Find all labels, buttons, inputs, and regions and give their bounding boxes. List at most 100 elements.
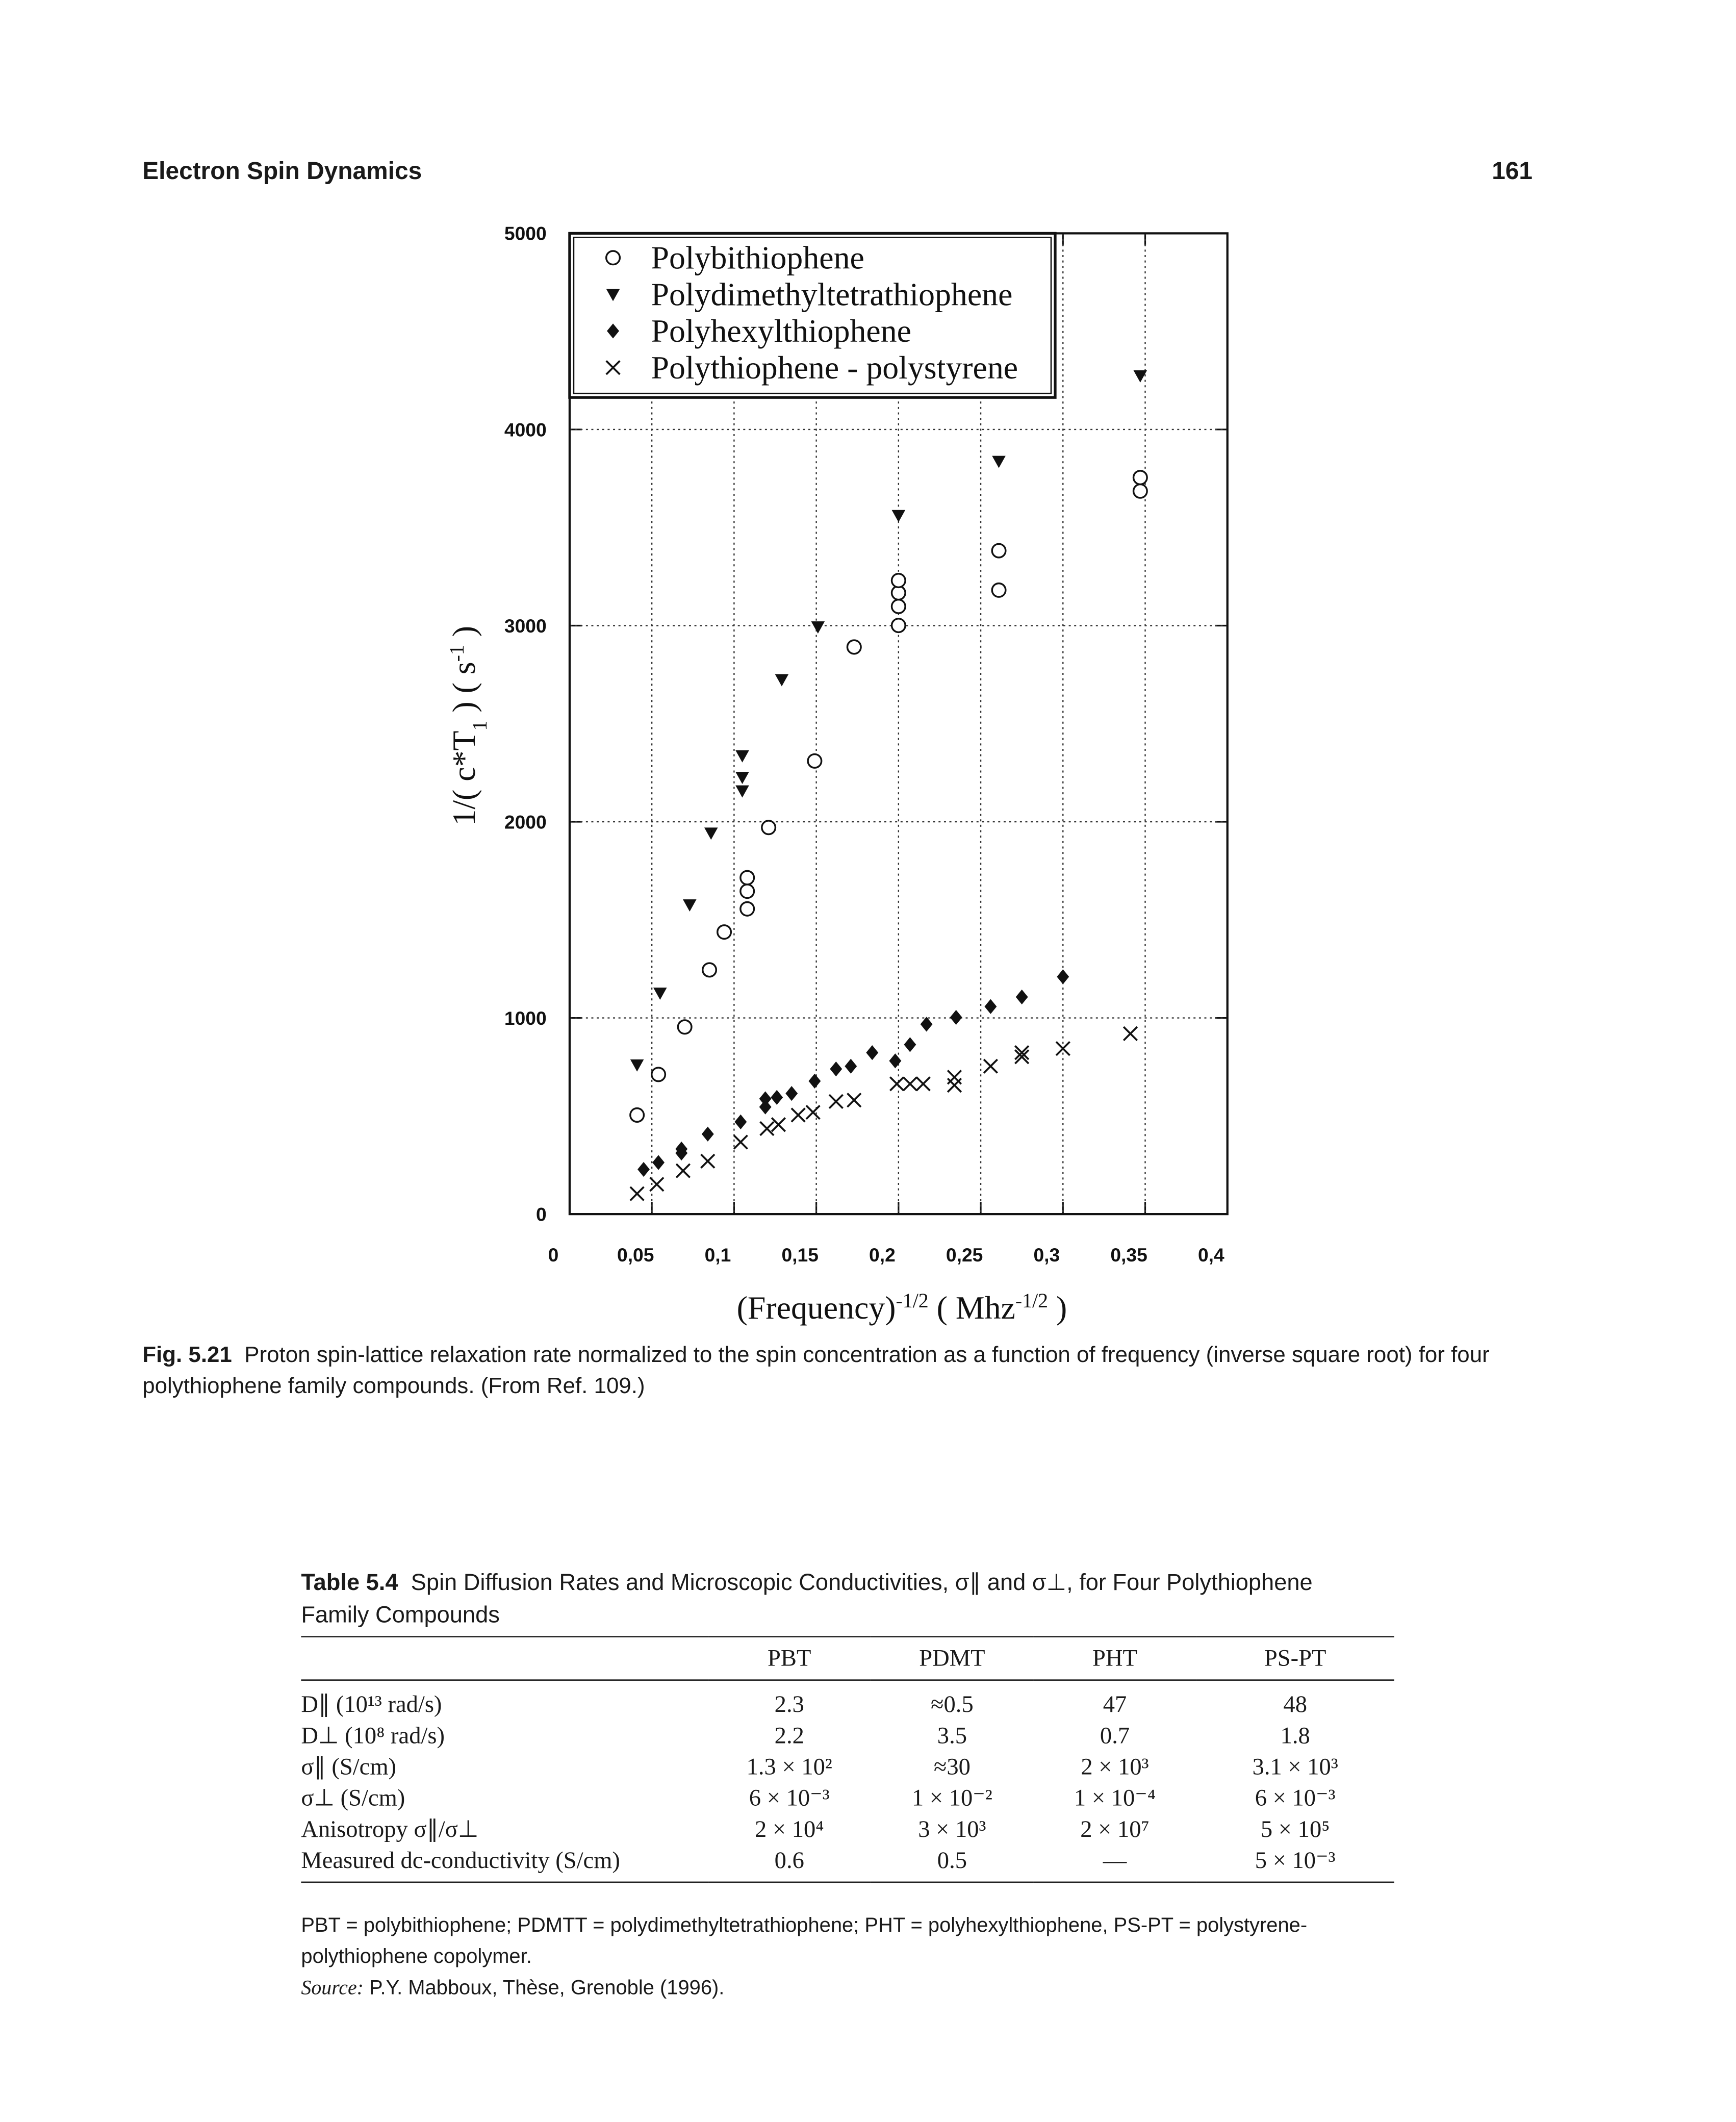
label-part: ) ( s bbox=[446, 662, 482, 720]
table-cell: 48 bbox=[1283, 1690, 1307, 1717]
table-title: Table 5.4 Spin Diffusion Rates and Micro… bbox=[301, 1567, 1332, 1632]
table-cell: 5 × 10⁻³ bbox=[1255, 1846, 1336, 1874]
data-point bbox=[1132, 470, 1148, 486]
table-notes: PBT = polybithiophene; PDMTT = polydimet… bbox=[301, 1910, 1394, 2005]
column-header: PS-PT bbox=[1264, 1644, 1326, 1672]
table-cell: 1 × 10⁻⁴ bbox=[1074, 1784, 1156, 1811]
table-row: Anisotropy σ∥/σ⊥ 2 × 10⁴ 3 × 10³ 2 × 10⁷ 5 ×… bbox=[301, 1814, 1394, 1845]
table-cell: 0.5 bbox=[937, 1846, 967, 1874]
data-point bbox=[759, 1091, 772, 1106]
table-cell: 2 × 10³ bbox=[1081, 1752, 1149, 1780]
data-point bbox=[1015, 989, 1028, 1005]
row-label: D⊥ (10⁸ rad/s) bbox=[301, 1721, 445, 1749]
data-point bbox=[890, 598, 906, 614]
data-point bbox=[735, 750, 749, 763]
data-point bbox=[771, 1117, 786, 1132]
data-point bbox=[808, 1073, 821, 1089]
column-header: PDMT bbox=[919, 1644, 985, 1672]
data-point bbox=[845, 1058, 857, 1074]
data-point bbox=[649, 1177, 665, 1192]
label-part: ) bbox=[1048, 1290, 1067, 1326]
table-source: Source: P.Y. Mabboux, Thèse, Grenoble (1… bbox=[301, 1973, 1394, 2005]
running-head: Electron Spin Dynamics bbox=[142, 157, 422, 185]
data-point bbox=[637, 1161, 650, 1177]
x-tick-label: 0,1 bbox=[705, 1244, 731, 1266]
legend-marker bbox=[606, 289, 620, 301]
table-cell: 47 bbox=[1103, 1690, 1127, 1717]
header-row: PBT PDMT PHT PS-PT bbox=[301, 1636, 1394, 1680]
data-point bbox=[947, 1070, 962, 1085]
y-tick-label: 5000 bbox=[504, 223, 547, 244]
table-row: σ∥ (S/cm) 1.3 × 10² ≈30 2 × 10³ 3.1 × 10³ bbox=[301, 1751, 1394, 1782]
label-part: ( Mhz bbox=[929, 1290, 1015, 1326]
data-point bbox=[675, 1163, 691, 1178]
row-label: Measured dc-conductivity (S/cm) bbox=[301, 1846, 620, 1874]
data-point bbox=[700, 1153, 716, 1169]
data-point bbox=[947, 1077, 962, 1093]
label-script: 1 bbox=[468, 721, 491, 731]
table-cell: 2.2 bbox=[774, 1721, 804, 1749]
table-body: D∥ (10¹³ rad/s) 2.3 ≈0.5 47 48 D⊥ (10⁸ rad/s)… bbox=[301, 1680, 1394, 1882]
figure-label: Fig. 5.21 bbox=[142, 1343, 232, 1368]
data-point bbox=[761, 820, 777, 836]
data-point bbox=[891, 510, 906, 522]
table-cell: 0.6 bbox=[774, 1846, 804, 1874]
table-note: PBT = polybithiophene; PDMTT = polydimet… bbox=[301, 1914, 1308, 1968]
row-label: σ⊥ (S/cm) bbox=[301, 1784, 405, 1811]
data-point bbox=[675, 1141, 688, 1157]
chart: 0 1000 2000 3000 4000 5000 0 0,05 0,1 0,15 0,2 0,25… bbox=[445, 223, 1229, 1326]
data-point bbox=[984, 999, 997, 1014]
x-tick-label: 0 bbox=[548, 1244, 559, 1266]
data-point bbox=[992, 456, 1006, 468]
table-row: σ⊥ (S/cm) 6 × 10⁻³ 1 × 10⁻² 1 × 10⁻⁴ 6 × 10⁻… bbox=[301, 1782, 1394, 1813]
data-point bbox=[1133, 370, 1147, 383]
column-header: PHT bbox=[1092, 1644, 1137, 1672]
data-point bbox=[717, 924, 732, 940]
data-point bbox=[677, 1019, 693, 1035]
data-point bbox=[733, 1134, 748, 1150]
data-point bbox=[739, 870, 755, 886]
y-tick-label: 4000 bbox=[504, 419, 547, 440]
label-part: ) bbox=[446, 626, 482, 645]
data-point bbox=[704, 827, 718, 840]
data-point bbox=[1122, 1026, 1138, 1041]
data-point bbox=[759, 1099, 772, 1115]
label-part: (Frequency) bbox=[737, 1290, 896, 1326]
y-axis-label: 1/( c*T1 ) ( s-1 ) bbox=[445, 626, 491, 826]
data-point bbox=[950, 1009, 962, 1025]
label-script: -1/2 bbox=[896, 1289, 928, 1311]
y-tick-label: 3000 bbox=[504, 615, 547, 637]
row-label: σ∥ (S/cm) bbox=[301, 1752, 397, 1780]
data-point bbox=[890, 573, 906, 589]
data-point bbox=[889, 1076, 905, 1092]
data-point bbox=[759, 1121, 775, 1136]
table-cell: 1 × 10⁻² bbox=[911, 1784, 992, 1811]
header-cell bbox=[301, 1637, 708, 1680]
data-table: PBT PDMT PHT PS-PT D∥ (10¹³ rad/s) 2.3 ≈0.5 47… bbox=[301, 1636, 1394, 1883]
data-point bbox=[807, 753, 823, 769]
y-tick-label: 1000 bbox=[504, 1007, 547, 1029]
legend-label: Polythiophene - polystyrene bbox=[651, 349, 1018, 386]
legend-label: Polydimethyltetrathiophene bbox=[651, 276, 1013, 312]
table-row: D∥ (10¹³ rad/s) 2.3 ≈0.5 47 48 bbox=[301, 1680, 1394, 1720]
row-label: Anisotropy σ∥/σ⊥ bbox=[301, 1815, 479, 1842]
table-row: D⊥ (10⁸ rad/s) 2.2 3.5 0.7 1.8 bbox=[301, 1720, 1394, 1751]
table-cell: ≈30 bbox=[933, 1752, 971, 1780]
row-label: D∥ (10¹³ rad/s) bbox=[301, 1690, 442, 1717]
legend-label: Polybithiophene bbox=[651, 240, 864, 276]
table-cell: 2 × 10⁴ bbox=[754, 1815, 824, 1842]
table-cell: 1.3 × 10² bbox=[746, 1752, 832, 1780]
table-cell: 1.8 bbox=[1280, 1721, 1310, 1749]
data-point bbox=[991, 582, 1007, 598]
table-cell: 2 × 10⁷ bbox=[1080, 1815, 1150, 1842]
data-point bbox=[889, 1053, 902, 1069]
x-tick-label: 0,2 bbox=[869, 1244, 896, 1266]
label-script: -1/2 bbox=[1015, 1289, 1048, 1311]
data-point bbox=[683, 899, 697, 912]
data-point bbox=[629, 1186, 645, 1201]
legend-marker bbox=[605, 250, 621, 266]
x-tick-label: 0,35 bbox=[1110, 1244, 1147, 1266]
y-tick-label: 2000 bbox=[504, 811, 547, 832]
label-script: -1 bbox=[445, 645, 468, 662]
